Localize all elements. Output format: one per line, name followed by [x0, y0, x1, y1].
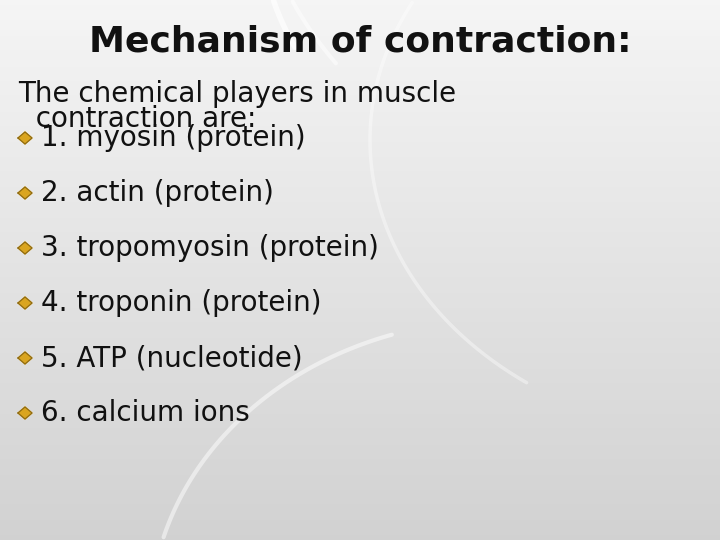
Polygon shape	[18, 242, 32, 254]
Text: The chemical players in muscle: The chemical players in muscle	[18, 80, 456, 108]
Text: 3. tropomyosin (protein): 3. tropomyosin (protein)	[41, 234, 379, 262]
Polygon shape	[18, 187, 32, 199]
Text: contraction are:: contraction are:	[18, 105, 256, 133]
Polygon shape	[18, 132, 32, 144]
Text: 6. calcium ions: 6. calcium ions	[41, 399, 250, 427]
Text: 4. troponin (protein): 4. troponin (protein)	[41, 289, 322, 317]
Text: 2. actin (protein): 2. actin (protein)	[41, 179, 274, 207]
Polygon shape	[18, 352, 32, 364]
Text: Mechanism of contraction:: Mechanism of contraction:	[89, 25, 631, 59]
Polygon shape	[18, 407, 32, 419]
Polygon shape	[18, 297, 32, 309]
Text: 5. ATP (nucleotide): 5. ATP (nucleotide)	[41, 344, 302, 372]
Text: 1. myosin (protein): 1. myosin (protein)	[41, 124, 305, 152]
